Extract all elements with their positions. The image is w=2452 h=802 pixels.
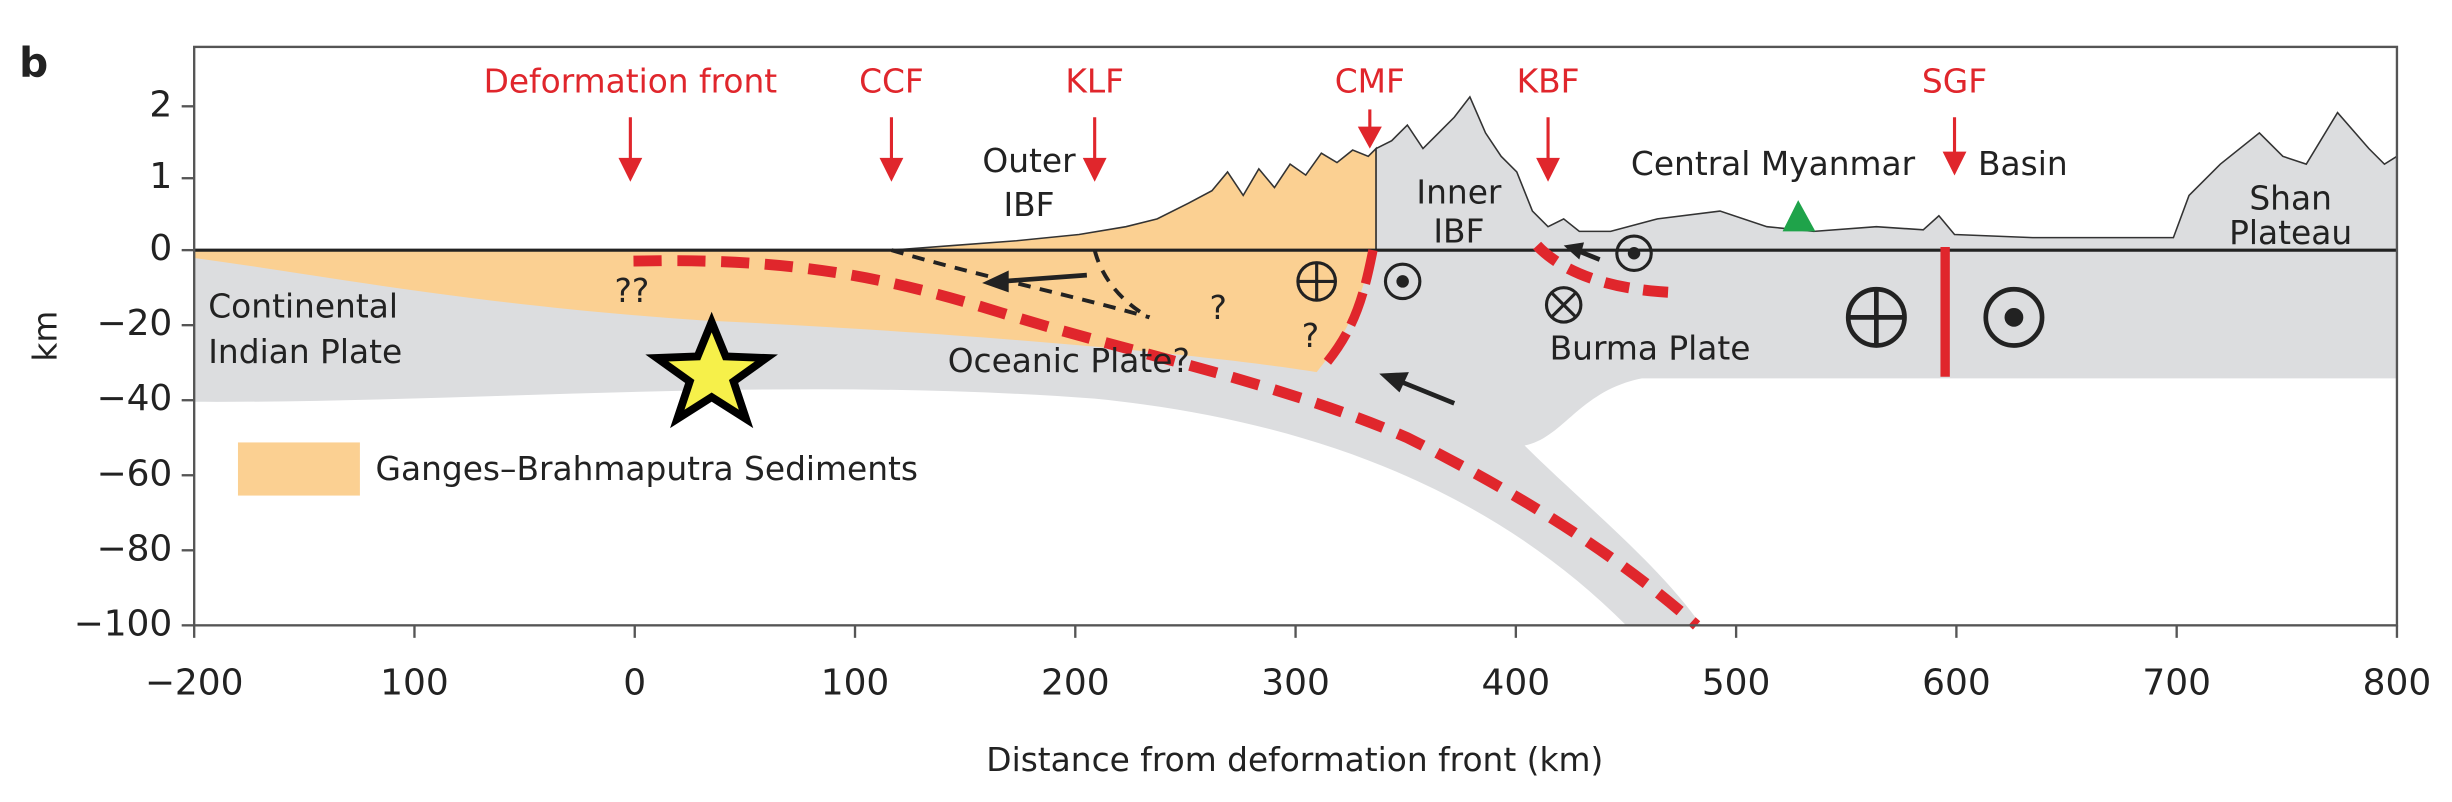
- volcano: [1782, 200, 1816, 232]
- kbf-fault: [1533, 241, 1671, 298]
- x-tick-label: 400: [1482, 663, 1551, 704]
- fault-label: CCF: [859, 62, 924, 100]
- x-tick-label: 500: [1702, 663, 1771, 704]
- legend-label: Ganges–Brahmaputra Sediments: [376, 450, 918, 488]
- x-tick-label: 100: [380, 663, 449, 704]
- annotation: Burma Plate: [1550, 330, 1751, 368]
- y-tick-label: −40: [96, 378, 172, 419]
- x-tick-label: 800: [2363, 663, 2432, 704]
- y-tick-label: −100: [74, 603, 173, 644]
- legend-swatch: [237, 442, 360, 496]
- motion-arrows: [982, 242, 1601, 406]
- fault-label: KLF: [1065, 62, 1124, 100]
- x-tick-label: 200: [1041, 663, 1110, 704]
- star: [645, 311, 778, 429]
- annotation: Outer: [982, 142, 1076, 180]
- annotation: Basin: [1978, 145, 2068, 183]
- y-tick-label: 2: [149, 84, 172, 125]
- annotation: ?: [1209, 289, 1226, 327]
- x-tick-label: −200: [145, 663, 244, 704]
- annotation: Plateau: [2229, 214, 2352, 252]
- y-tick-label: −60: [96, 453, 172, 494]
- x-tick-label: 700: [2142, 663, 2211, 704]
- annotation: IBF: [1003, 186, 1054, 224]
- y-tick-label: 1: [149, 156, 172, 197]
- fault-label: Deformation front: [484, 62, 778, 100]
- annotation: Oceanic Plate?: [948, 342, 1190, 380]
- y-tick-label: −20: [96, 303, 172, 344]
- x-tick-label: 100: [821, 663, 890, 704]
- annotation: Continental: [208, 287, 398, 325]
- megathrust: [633, 255, 1701, 630]
- y-tick-label: −80: [96, 528, 172, 569]
- annotation: Central Myanmar: [1631, 145, 1916, 183]
- thrust-dashed: [890, 248, 1151, 320]
- topography-outer: [891, 146, 1377, 251]
- panel-label: b: [19, 39, 48, 87]
- x-tick-label: 600: [1922, 663, 1991, 704]
- y-tick-label: 0: [149, 228, 172, 269]
- annotation: Inner: [1416, 173, 1501, 211]
- annotation: IBF: [1433, 212, 1484, 250]
- fault-label: CMF: [1335, 62, 1405, 100]
- x-tick-label: 300: [1261, 663, 1330, 704]
- motion-symbols: [1296, 234, 2045, 348]
- cmf-fault: [1317, 249, 1378, 373]
- crust: [194, 250, 2397, 626]
- y-axis-label: km: [27, 311, 65, 362]
- annotation: ?: [1302, 317, 1319, 355]
- fault-label: KBF: [1517, 62, 1580, 100]
- sediment-wedge: [194, 250, 1373, 373]
- fault-arrows: [618, 109, 1967, 182]
- x-axis-label: Distance from deformation front (km): [986, 741, 1603, 779]
- annotation: Shan: [2249, 180, 2332, 218]
- fault-label: SGF: [1922, 62, 1987, 100]
- annotation: ??: [614, 272, 649, 310]
- x-tick-label: 0: [623, 663, 646, 704]
- annotation: Indian Plate: [208, 333, 402, 371]
